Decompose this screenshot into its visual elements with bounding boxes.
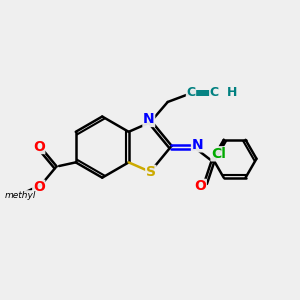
Text: O: O	[33, 140, 45, 154]
Text: O: O	[194, 179, 206, 194]
Text: O: O	[33, 180, 45, 194]
Text: S: S	[146, 165, 156, 179]
Text: N: N	[192, 138, 203, 152]
Text: methyl: methyl	[5, 190, 36, 200]
Text: C: C	[210, 86, 219, 99]
Text: Cl: Cl	[211, 147, 226, 161]
Text: H: H	[226, 86, 237, 99]
Text: C: C	[186, 86, 196, 99]
Text: N: N	[143, 112, 154, 126]
